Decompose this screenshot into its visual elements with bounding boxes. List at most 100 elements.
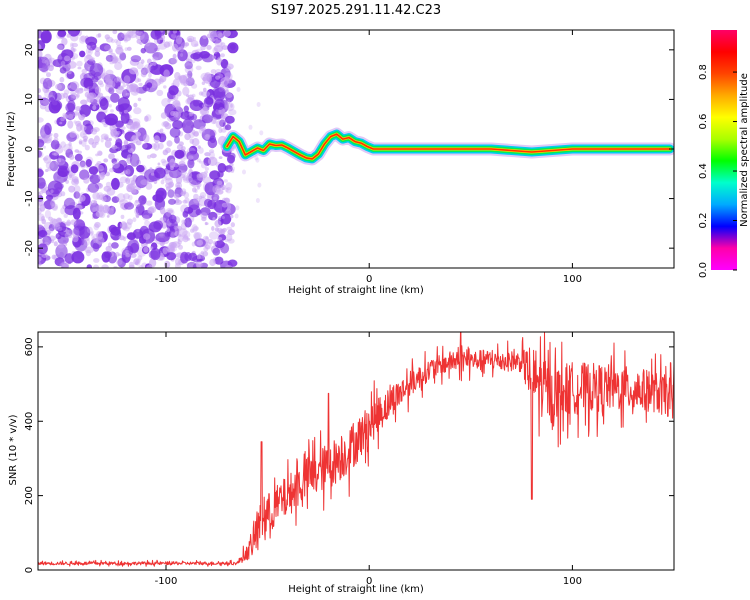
noise-blob (209, 170, 221, 181)
noise-blob (220, 213, 232, 225)
noise-blob (212, 240, 218, 246)
noise-blob (163, 69, 170, 78)
noise-blob (230, 43, 236, 51)
noise-blob (192, 187, 197, 193)
noise-blob (123, 170, 128, 175)
noise-blob (38, 88, 41, 94)
noise-blob (130, 135, 139, 144)
noise-blob (191, 172, 200, 180)
noise-blob (119, 52, 127, 61)
noise-blob (131, 30, 139, 34)
noise-blob (70, 219, 77, 226)
noise-blob (100, 137, 104, 143)
noise-blob (38, 256, 42, 262)
spectrogram-xlabel: Height of straight line (km) (288, 285, 424, 296)
noise-blob (214, 219, 222, 228)
noise-blob (42, 99, 50, 106)
noise-blob (38, 243, 48, 255)
noise-blob (187, 70, 193, 79)
noise-blob (203, 246, 209, 252)
y-tick-label: -10 (24, 190, 35, 206)
noise-blob (169, 127, 181, 138)
noise-blob (130, 188, 137, 194)
noise-blob (157, 43, 168, 50)
noise-blob (168, 198, 176, 205)
noise-blob (55, 244, 68, 259)
noise-blob (55, 83, 62, 90)
noise-blob (174, 72, 181, 80)
noise-blob (47, 64, 54, 72)
noise-blob (79, 104, 91, 117)
noise-blob (212, 86, 226, 99)
noise-blob (221, 216, 225, 219)
noise-blob (56, 44, 64, 50)
noise-blob (42, 157, 49, 161)
noise-blob (53, 132, 59, 139)
noise-blob (166, 140, 173, 147)
noise-blob (161, 160, 169, 167)
noise-blob (170, 57, 178, 64)
noise-blob (184, 42, 190, 47)
noise-blob (207, 156, 218, 166)
noise-blob (189, 112, 194, 117)
noise-blob (200, 162, 208, 169)
noise-blob (225, 208, 232, 214)
noise-blob (60, 141, 66, 148)
noise-blob (198, 91, 204, 96)
noise-blob (194, 43, 199, 47)
noise-blob (96, 150, 103, 156)
noise-blob (132, 217, 137, 223)
noise-blob (204, 152, 211, 157)
noise-blob (168, 214, 177, 224)
noise-blob (117, 97, 130, 110)
noise-blob (199, 108, 210, 116)
noise-blob (218, 127, 223, 134)
noise-blob (191, 241, 196, 247)
noise-blob (124, 39, 128, 43)
noise-blob (176, 144, 184, 151)
noise-blob (206, 33, 212, 39)
noise-blob (93, 200, 98, 204)
noise-blob (51, 254, 57, 260)
noise-blob (198, 195, 203, 200)
noise-blob (181, 230, 191, 239)
noise-blob (204, 134, 210, 140)
noise-blob (83, 132, 86, 136)
noise-blob (153, 135, 160, 144)
noise-blob (146, 82, 153, 88)
noise-blob (153, 142, 160, 151)
noise-blob (110, 109, 114, 113)
noise-blob (104, 251, 112, 259)
noise-blob (220, 58, 229, 69)
noise-blob (105, 117, 117, 126)
noise-blob (254, 155, 259, 161)
noise-blob (48, 216, 53, 222)
y-tick-label: 10 (24, 93, 35, 106)
noise-blob (146, 87, 150, 92)
noise-blob (170, 232, 175, 239)
noise-blob (135, 212, 140, 218)
noise-blob (54, 182, 64, 190)
noise-blob (217, 33, 224, 39)
noise-blob (115, 251, 120, 257)
noise-blob (160, 158, 167, 164)
noise-blob (210, 69, 217, 74)
noise-blob (85, 36, 98, 46)
noise-blob (133, 102, 138, 108)
x-tick-label: 100 (563, 576, 582, 587)
noise-blob (201, 81, 206, 85)
noise-blob (101, 264, 109, 268)
noise-blob (220, 53, 226, 58)
noise-blob (97, 164, 104, 172)
noise-blob (222, 30, 231, 37)
noise-blob (164, 260, 171, 268)
noise-blob (206, 45, 212, 50)
y-tick-label: 400 (24, 412, 35, 431)
noise-blob (150, 247, 161, 261)
snr-panel: -100 0 100 0 200 400 600 Height of straight l… (8, 331, 675, 595)
noise-blob (84, 144, 90, 151)
noise-blob (117, 32, 125, 41)
noise-blob (44, 59, 51, 65)
noise-blob (58, 158, 62, 163)
noise-blob (68, 94, 77, 101)
